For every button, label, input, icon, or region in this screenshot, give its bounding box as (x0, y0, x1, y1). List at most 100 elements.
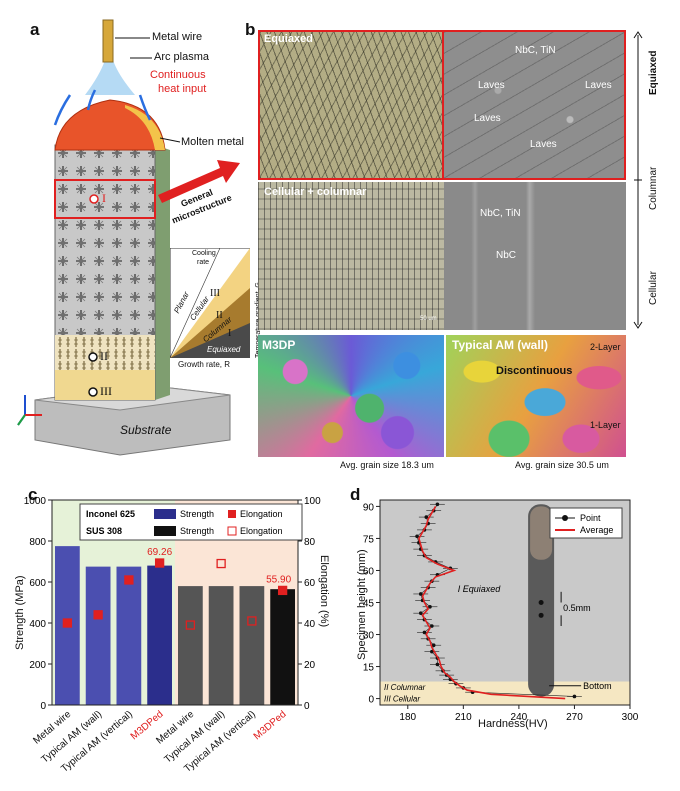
c-legend-inconel-swatch (154, 509, 176, 519)
label-substrate: Substrate (120, 423, 172, 437)
c-elongation-marker (216, 558, 226, 569)
optical-equiaxed-image (258, 30, 444, 180)
cellular-zone (55, 370, 155, 400)
panel-a-schematic (17, 19, 240, 456)
inset-x-axis: Growth rate, R (178, 360, 231, 369)
ebsd-m3dp-caption: Avg. grain size 18.3 um (340, 460, 434, 470)
c-ytick-label: 200 (29, 660, 46, 671)
d-point (572, 694, 577, 699)
ebsd-m3dp-title: M3DP (262, 338, 296, 352)
c-ytick-label: 1000 (24, 496, 47, 507)
optical-equiaxed-label: Equiaxed (264, 33, 313, 45)
d-legend-average-label: Average (580, 525, 613, 535)
d-point (418, 611, 423, 615)
label-heat-input-1: Continuous (150, 69, 206, 81)
optical-cellular-label: Cellular + columnar (264, 186, 367, 198)
c-ytick-label: 800 (29, 537, 46, 548)
c-elongation-marker (124, 575, 134, 585)
c-y2tick-label: 60 (304, 578, 316, 589)
general-microstructure-arrow (158, 160, 240, 203)
ebsd-typical-caption: Avg. grain size 30.5 um (515, 460, 609, 470)
c-y2tick-label: 80 (304, 537, 316, 548)
d-point (430, 649, 434, 654)
columnar-zone (55, 335, 155, 370)
d-point (435, 662, 440, 667)
inset-equiaxed: Equiaxed (207, 345, 241, 354)
c-legend-elong-open (227, 526, 237, 536)
c-frame (51, 499, 299, 706)
d-ylabel: Specimen height (mm) (356, 549, 368, 660)
inset-cooling-2: rate (197, 259, 210, 266)
d-xtick-label: 240 (511, 712, 528, 723)
label-metal-wire: Metal wire (152, 31, 203, 43)
c-legend-strength-2: Strength (180, 526, 214, 536)
ebsd-layer-1: 1-Layer (590, 420, 621, 430)
c-ytick-label: 400 (29, 619, 46, 630)
c-elongation-marker (93, 610, 103, 620)
d-ytick-label: 0 (368, 695, 374, 706)
sem-top-laves-1: Laves (478, 80, 505, 91)
c-y2tick-label: 0 (304, 701, 310, 712)
d-xtick-label: 210 (455, 712, 472, 723)
c-strength-bar (270, 589, 295, 705)
d-ytick-label: 75 (363, 534, 375, 545)
ebsd-layer-2: 2-Layer (590, 342, 621, 352)
c-legend-elongation-2: Elongation (240, 526, 283, 536)
c-ytick-label: 0 (40, 701, 46, 712)
sem-top-laves-3: Laves (474, 113, 501, 124)
d-specimen-top (530, 506, 553, 560)
inset-zone-II: II (216, 310, 223, 321)
d-xlabel: Hardness(HV) (478, 718, 548, 730)
side-bracket (633, 31, 643, 329)
d-xtick-label: 270 (566, 712, 583, 723)
c-strength-bar (85, 566, 111, 705)
label-molten-metal: Molten metal (181, 136, 244, 148)
d-xtick-label: 180 (399, 712, 416, 723)
d-spacing-label: 0.5mm (563, 603, 591, 613)
label-zone-II: II (100, 349, 108, 363)
d-point (422, 630, 427, 635)
d-point (424, 515, 429, 519)
side-label-equiaxed: Equiaxed (648, 50, 659, 95)
c-elongation-marker (154, 558, 165, 568)
d-bottom-label: Bottom (583, 681, 612, 691)
panel-c-chart: 69.26 55.90 0 200 400 600 800 1000 0 20 40 60 80 100 M… (24, 496, 321, 775)
equiaxed-region-box (54, 179, 156, 219)
d-ytick-label: 45 (363, 599, 375, 610)
sem-top-laves-4: Laves (530, 139, 557, 150)
c-strength-bar (147, 565, 172, 705)
c-strength-bar (239, 586, 265, 705)
g-r-inset-diagram (170, 248, 250, 358)
sem-mid-nbc-tin: NbC, TiN (480, 208, 521, 219)
c-legend-elong-filled (228, 510, 236, 518)
d-point (430, 624, 434, 628)
label-zone-I: I (102, 191, 106, 205)
d-average-line (418, 506, 566, 700)
sem-mid-nbc: NbC (496, 250, 517, 261)
c-elongation-marker (62, 618, 73, 628)
d-ytick-label: 90 (363, 502, 375, 513)
panel-c-letter: c (28, 485, 38, 504)
panel-a-letter: a (30, 20, 40, 39)
c-ylabel: Strength (MPa) (14, 575, 26, 650)
d-legend-box (549, 507, 623, 539)
c-annot-sus: 55.90 (266, 574, 291, 585)
c-elongation-marker (185, 620, 196, 630)
panel-d-chart: 0.5mm Bottom I Equiaxed II Columnar III Cell… (363, 499, 639, 723)
c-elongation-marker (247, 616, 257, 626)
metal-wire-rod (102, 19, 114, 63)
d-ytick-label: 60 (363, 566, 375, 577)
d-zone-cellular: III Cellular (384, 695, 420, 704)
d-point (435, 502, 440, 507)
c-legend-strength-1: Strength (180, 509, 214, 519)
sem-top-nbc-tin: NbC, TiN (515, 45, 556, 56)
d-legend-point-marker (562, 515, 568, 521)
inset-zone-III: III (210, 288, 220, 299)
panel-d-letter: d (350, 485, 361, 504)
c-annot-inconel: 69.26 (147, 547, 172, 558)
c-legend-inconel: Inconel 625 (86, 509, 135, 519)
c-y2tick-label: 40 (304, 619, 316, 630)
c-legend-elongation-1: Elongation (240, 509, 283, 519)
c-y2tick-label: 100 (304, 496, 321, 507)
sem-cellular-image (444, 182, 626, 330)
